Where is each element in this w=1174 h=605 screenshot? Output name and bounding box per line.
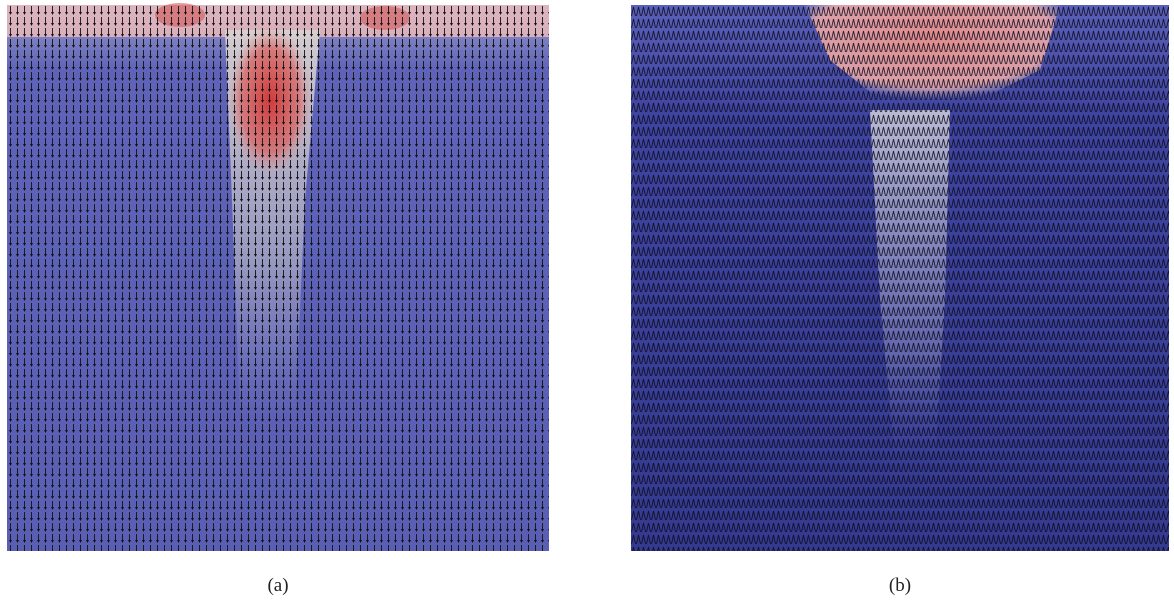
- caption: (a): [267, 575, 288, 596]
- vector-field: [7, 5, 549, 551]
- caption: (b): [889, 575, 911, 596]
- vector-field: [631, 5, 1169, 551]
- panel-a: (a): [7, 3, 549, 596]
- panel-b: (b): [631, 5, 1169, 596]
